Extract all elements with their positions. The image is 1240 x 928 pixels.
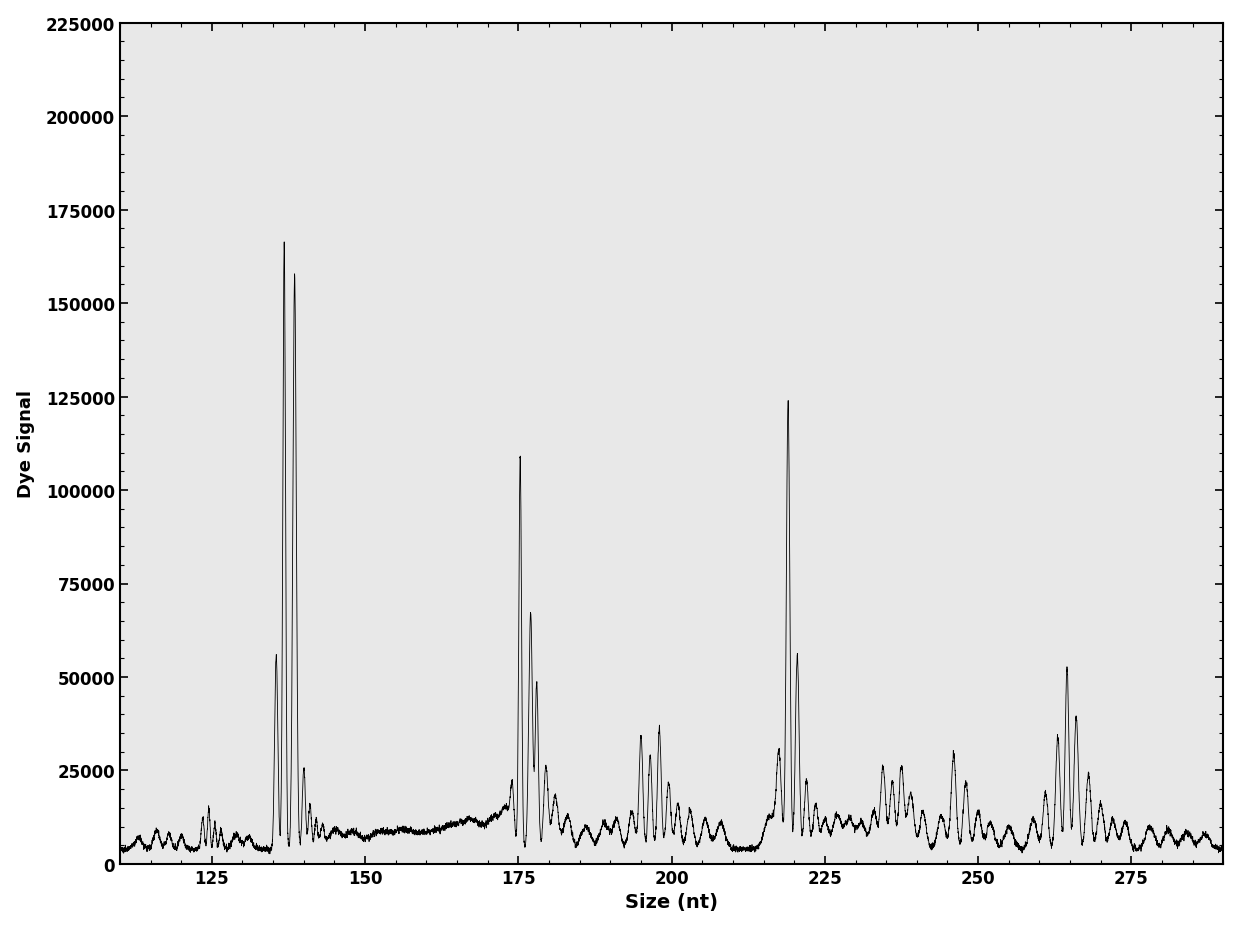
X-axis label: Size (nt): Size (nt) (625, 893, 718, 911)
Y-axis label: Dye Signal: Dye Signal (16, 390, 35, 497)
